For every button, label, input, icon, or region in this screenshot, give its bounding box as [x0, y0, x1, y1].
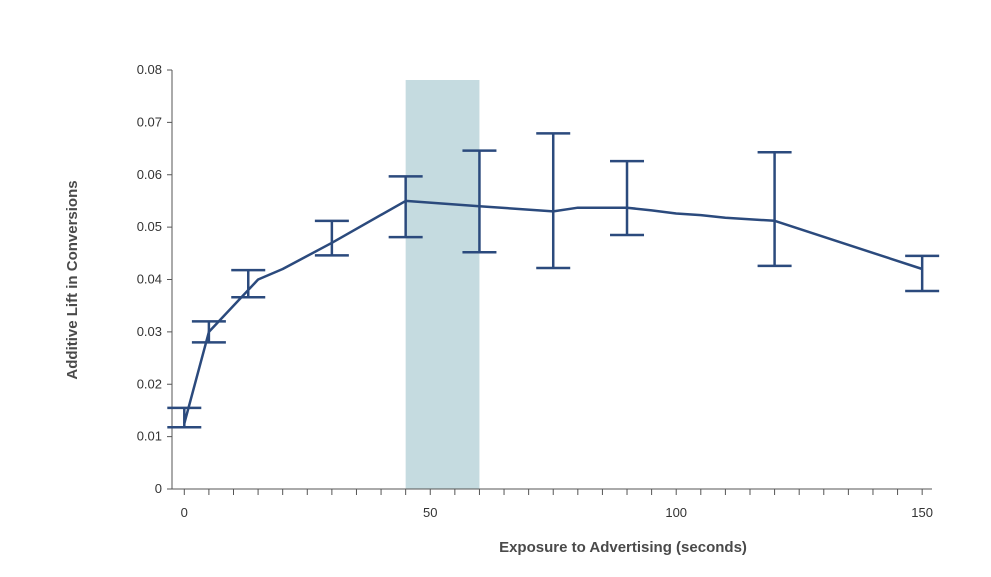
- y-tick-label: 0.04: [137, 272, 162, 287]
- error-bar: [231, 268, 266, 299]
- x-tick-label: 50: [423, 505, 437, 520]
- highlight-band-layer: [405, 80, 480, 489]
- x-tick-label: 0: [181, 505, 188, 520]
- x-tick-label: 100: [665, 505, 687, 520]
- error-bar: [536, 132, 571, 270]
- y-tick-label: 0.02: [137, 376, 162, 391]
- error-bar-layer: [167, 132, 940, 429]
- error-bar: [462, 149, 497, 254]
- series-line: [183, 199, 923, 424]
- axes: 0 0.01 0.02 0.03 0.04 0.05 0.06 0.07 0.08 0 50 100 1…: [137, 62, 933, 520]
- y-tick-label: 0.05: [137, 219, 162, 234]
- error-bar: [905, 254, 940, 293]
- y-axis-title: Additive Lift in Conversions: [64, 180, 81, 379]
- y-tick-label: 0.03: [137, 324, 162, 339]
- series-line-layer: [183, 199, 923, 424]
- x-axis-title: Exposure to Advertising (seconds): [499, 539, 747, 556]
- error-bar: [757, 150, 792, 268]
- y-tick-label: 0.08: [137, 62, 162, 77]
- error-bar: [191, 320, 226, 344]
- error-bar: [314, 219, 349, 257]
- error-bar: [388, 175, 423, 239]
- y-tick-label: 0.01: [137, 429, 162, 444]
- y-tick-label: 0.07: [137, 114, 162, 129]
- y-tick-label: 0.06: [137, 167, 162, 182]
- y-tick-label: 0: [155, 481, 162, 496]
- error-bar: [167, 406, 202, 429]
- x-tick-label: 150: [911, 505, 933, 520]
- error-bar: [610, 159, 645, 237]
- highlight-band: [405, 80, 480, 489]
